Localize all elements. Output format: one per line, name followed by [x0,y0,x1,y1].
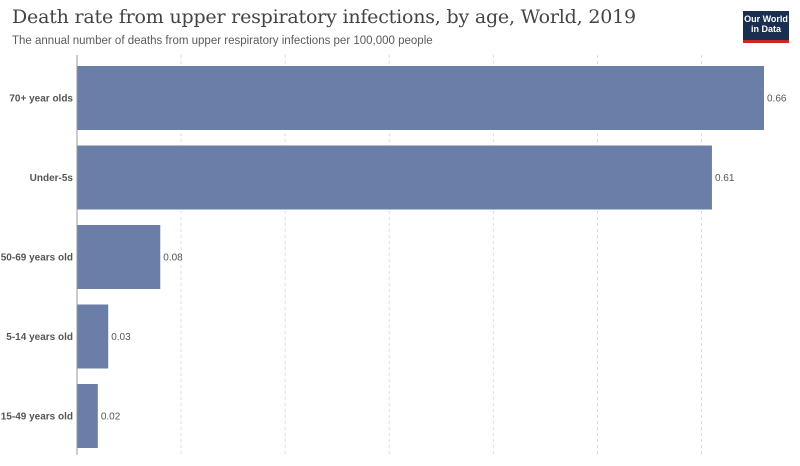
logo-line-1: Our World [744,14,788,24]
owid-logo[interactable]: Our World in Data [743,11,789,43]
logo-line-2: in Data [750,24,781,34]
value-label: 0.02 [101,412,121,423]
bar-15-49-years-old[interactable] [77,384,98,448]
chart-subtitle: The annual number of deaths from upper r… [12,35,433,47]
value-label: 0.61 [715,173,735,184]
category-label: 5-14 years old [6,332,73,343]
chart-title: Death rate from upper respiratory infect… [12,6,636,28]
bars [77,66,764,448]
bar-50-69-years-old[interactable] [77,225,161,289]
category-label: Under-5s [30,173,74,184]
labels: 70+ year olds 0.66 Under-5s 0.61 50-69 years… [1,94,787,423]
value-label: 0.03 [111,332,131,343]
value-label: 0.66 [767,94,787,105]
bar-70-year-olds[interactable] [77,66,764,130]
category-label: 15-49 years old [1,412,73,423]
bar-5-14-years-old[interactable] [77,304,109,369]
category-label: 70+ year olds [9,94,73,105]
value-label: 0.08 [163,253,183,264]
category-label: 50-69 years old [1,253,73,264]
bar-under-5s[interactable] [77,145,712,210]
